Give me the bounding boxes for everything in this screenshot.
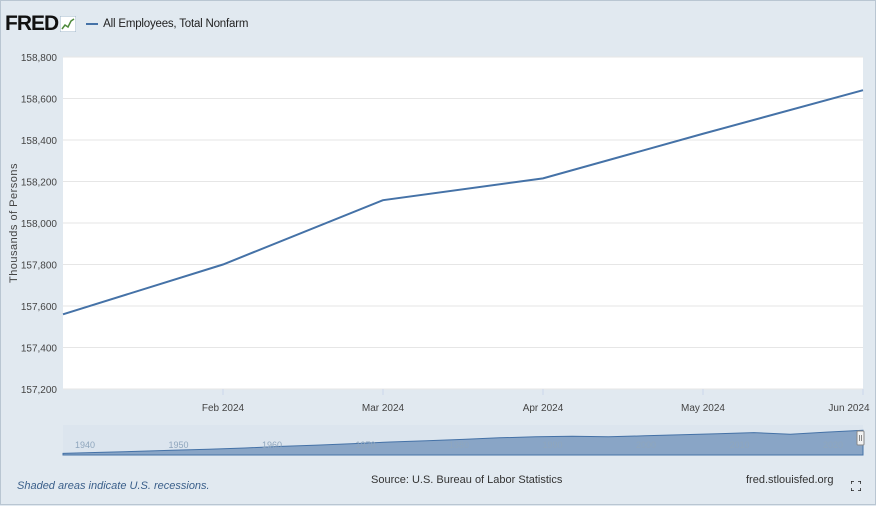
gridlines [63, 56, 863, 390]
y-tick-label: 157,600 [21, 302, 58, 313]
navigator-year-label: 1940 [75, 440, 95, 450]
navigator-area [62, 429, 864, 456]
navigator-year-label: 1970 [355, 440, 375, 450]
y-tick-label: 157,200 [21, 385, 58, 396]
navigator-year-label: 1950 [168, 440, 188, 450]
source-label: Source: U.S. Bureau of Labor Statistics [371, 474, 563, 486]
x-axis-ticks: Feb 2024 Mar 2024 Apr 2024 May 2024 Jun 2024 [202, 389, 870, 414]
series-line[interactable] [62, 89, 864, 316]
x-tick-label: Apr 2024 [523, 403, 564, 414]
x-tick-label: Jun 2024 [828, 403, 870, 414]
recession-note: Shaded areas indicate U.S. recessions. [17, 480, 210, 492]
y-tick-label: 157,800 [21, 261, 58, 272]
y-tick-label: 158,800 [21, 53, 58, 64]
navigator-years: 1940 1950 1960 1970 1980 1990 2000 2010 2020 [75, 440, 843, 450]
fred-chart-icon [60, 16, 77, 32]
navigator-year-label: 1990 [542, 440, 562, 450]
legend-series-label[interactable]: All Employees, Total Nonfarm [103, 18, 249, 30]
legend-swatch [86, 23, 99, 25]
series-group [62, 89, 864, 316]
x-tick-label: Feb 2024 [202, 403, 245, 414]
navigator-handle[interactable] [856, 430, 865, 446]
range-navigator[interactable]: 1940 1950 1960 1970 1980 1990 2000 2010 2020 [62, 425, 865, 456]
navigator-year-label: 2000 [636, 440, 656, 450]
y-tick-label: 158,600 [21, 95, 58, 106]
navigator-year-label: 2020 [823, 440, 843, 450]
x-tick-label: Mar 2024 [362, 403, 405, 414]
y-tick-label: 157,400 [21, 344, 58, 355]
y-tick-label: 158,400 [21, 136, 58, 147]
fullscreen-icon[interactable] [851, 481, 861, 491]
fred-logo[interactable]: FRED [5, 12, 59, 35]
site-link[interactable]: fred.stlouisfed.org [746, 474, 834, 486]
y-axis-label: Thousands of Persons [8, 163, 20, 283]
y-tick-label: 158,000 [21, 219, 58, 230]
x-tick-label: May 2024 [681, 403, 725, 414]
navigator-year-label: 1980 [449, 440, 469, 450]
navigator-year-label: 1960 [262, 440, 282, 450]
y-axis-ticks: 157,200 157,400 157,600 157,800 158,000 158,2… [21, 53, 58, 396]
navigator-year-label: 2010 [729, 440, 749, 450]
chart-header: FRED All Employees, Total Nonfarm [5, 9, 248, 39]
y-tick-label: 158,200 [21, 178, 58, 189]
